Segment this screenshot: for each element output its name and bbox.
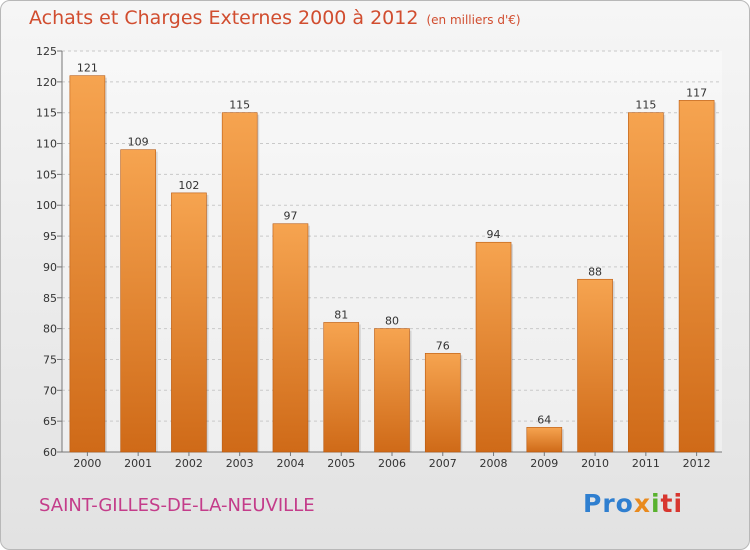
y-tick-label: 95 (43, 230, 57, 243)
y-tick-label: 60 (43, 446, 57, 459)
data-label: 109 (128, 136, 149, 149)
bar (475, 241, 512, 453)
proxiti-logo: Proxiti (583, 489, 683, 518)
bar (526, 427, 563, 453)
bar (628, 112, 664, 453)
chart-title-text: Achats et Charges Externes 2000 à 2012 (29, 7, 419, 29)
y-tick-label: 70 (43, 384, 57, 397)
x-tick-label: 2007 (429, 457, 457, 470)
bar (171, 192, 207, 453)
x-tick-label: 2002 (175, 457, 203, 470)
data-label: 88 (588, 265, 602, 278)
chart-title: Achats et Charges Externes 2000 à 2012 (e… (29, 7, 521, 29)
data-label: 80 (385, 315, 399, 328)
y-tick-label: 115 (36, 107, 57, 120)
data-label: 121 (77, 62, 98, 75)
data-label: 102 (178, 179, 199, 192)
x-tick-label: 2012 (683, 457, 711, 470)
y-tick-label: 125 (36, 45, 57, 58)
x-tick-label: 2006 (378, 457, 406, 470)
data-label: 64 (537, 413, 551, 426)
x-tick-label: 2010 (581, 457, 609, 470)
bar (221, 112, 258, 453)
x-tick-label: 2004 (276, 457, 304, 470)
logo-part-2: x (633, 489, 651, 518)
bar (272, 223, 309, 453)
data-label: 115 (229, 99, 250, 112)
y-tick-label: 110 (36, 138, 57, 151)
x-tick-label: 2000 (73, 457, 101, 470)
x-tick-label: 2005 (327, 457, 355, 470)
y-tick-label: 65 (43, 415, 57, 428)
y-tick-label: 75 (43, 353, 57, 366)
data-label: 94 (487, 228, 501, 241)
data-label: 115 (635, 99, 656, 112)
data-label: 76 (436, 339, 450, 352)
y-tick-label: 90 (43, 261, 57, 274)
bar (424, 352, 461, 453)
bar (69, 75, 106, 453)
bar (678, 100, 715, 453)
chart-unit: (en milliers d'€) (426, 13, 521, 27)
bar (577, 278, 613, 453)
bar (374, 328, 410, 453)
bar (323, 322, 360, 453)
x-tick-label: 2008 (480, 457, 508, 470)
x-tick-label: 2003 (226, 457, 254, 470)
x-tick-label: 2011 (632, 457, 660, 470)
x-tick-label: 2009 (530, 457, 558, 470)
logo-part-4: ti (660, 489, 684, 518)
bar (120, 149, 156, 453)
y-tick-label: 120 (36, 76, 57, 89)
data-label: 117 (686, 86, 707, 99)
data-label: 81 (334, 308, 348, 321)
x-tick-label: 2001 (124, 457, 152, 470)
y-tick-label: 85 (43, 292, 57, 305)
y-tick-label: 105 (36, 168, 57, 181)
logo-part-1: Pro (583, 489, 634, 518)
y-tick-label: 100 (36, 199, 57, 212)
city-name: SAINT-GILLES-DE-LA-NEUVILLE (39, 495, 315, 516)
y-tick-label: 80 (43, 323, 57, 336)
logo-part-3: i (650, 489, 661, 518)
data-label: 97 (283, 210, 297, 223)
